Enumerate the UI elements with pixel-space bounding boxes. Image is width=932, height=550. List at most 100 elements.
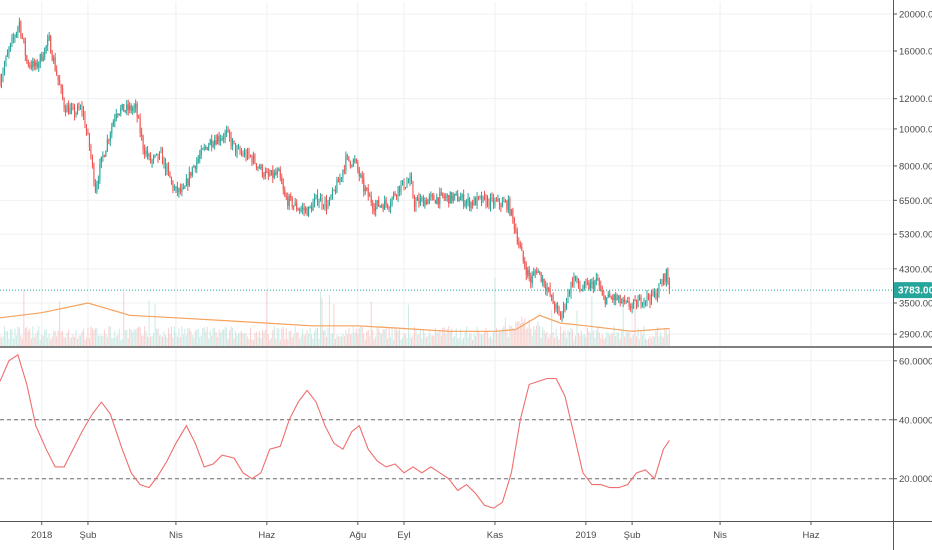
- volume-bar: [17, 326, 19, 346]
- candle-body: [36, 62, 38, 68]
- volume-bar: [607, 332, 609, 346]
- volume-bar: [665, 330, 667, 346]
- candle-body: [482, 195, 484, 203]
- candle-body: [239, 148, 241, 153]
- volume-bar: [136, 328, 138, 346]
- candle-body: [448, 195, 450, 204]
- volume-bar: [571, 329, 573, 346]
- candle-body: [30, 65, 32, 68]
- volume-bar: [510, 326, 512, 346]
- candle-body: [352, 159, 354, 166]
- volume-bar: [60, 331, 62, 346]
- candle-body: [179, 188, 181, 193]
- candle-body: [475, 197, 477, 206]
- candle-body: [357, 162, 359, 171]
- candle-body: [212, 145, 214, 147]
- volume-bar: [546, 331, 548, 346]
- candle-body: [12, 37, 14, 39]
- candle-body: [488, 198, 490, 207]
- volume-bar: [519, 323, 521, 346]
- candle-body: [577, 278, 579, 287]
- candle-body: [182, 188, 184, 190]
- candle-body: [331, 189, 333, 197]
- candle-body: [233, 140, 235, 144]
- candle-body: [196, 161, 198, 169]
- candle-body: [586, 282, 588, 284]
- volume-bar: [29, 328, 31, 346]
- candle-body: [406, 182, 408, 188]
- volume-bar: [111, 337, 113, 346]
- candle-body: [400, 184, 402, 193]
- volume-bar: [255, 331, 257, 346]
- time-tick-label: Şub: [80, 530, 97, 541]
- volume-bar: [422, 329, 424, 346]
- volume-bar: [416, 335, 418, 346]
- price-tick-label: 3500.00: [899, 298, 932, 309]
- candle-body: [554, 303, 556, 310]
- candle-body: [552, 295, 554, 304]
- volume-bar: [451, 328, 453, 346]
- candle-body: [334, 190, 336, 193]
- candle-body: [501, 201, 503, 207]
- candle-body: [164, 159, 167, 172]
- volume-bar: [214, 327, 216, 346]
- volume-bar: [68, 329, 70, 346]
- candle-body: [160, 150, 162, 153]
- candle-body: [616, 298, 618, 300]
- volume-bar: [205, 331, 207, 346]
- candle-body: [627, 301, 629, 303]
- volume-bar: [561, 333, 563, 346]
- volume-bar: [221, 330, 223, 346]
- candle-body: [6, 53, 8, 57]
- volume-bar: [601, 334, 603, 346]
- volume-bar: [212, 328, 214, 346]
- candle-body: [190, 172, 192, 176]
- volume-bar: [355, 328, 357, 346]
- volume-bar: [248, 338, 250, 346]
- volume-bar: [637, 327, 639, 346]
- volume-bar: [233, 338, 235, 346]
- volume-bar: [430, 334, 432, 346]
- candle-body: [452, 195, 454, 202]
- candle-body: [96, 184, 98, 192]
- candle-body: [373, 208, 375, 212]
- candle-body: [481, 196, 483, 203]
- candle-body: [287, 197, 289, 206]
- volume-bar: [413, 326, 415, 346]
- volume-bar: [236, 335, 238, 346]
- candle-body: [369, 195, 371, 197]
- candle-body: [103, 155, 105, 157]
- volume-bar: [507, 336, 509, 346]
- candle-body: [108, 139, 110, 141]
- volume-bar: [2, 336, 4, 346]
- volume-bar: [109, 326, 111, 346]
- candle-body: [631, 304, 633, 309]
- volume-bar: [530, 328, 532, 346]
- candle-body: [318, 201, 320, 204]
- candle-body: [659, 283, 661, 285]
- volume-bar: [85, 337, 87, 346]
- candle-body: [176, 186, 178, 193]
- volume-bar: [486, 330, 489, 346]
- candle-body: [167, 166, 169, 172]
- candle-body: [613, 294, 615, 300]
- volume-bar: [397, 330, 399, 346]
- volume-bar: [35, 333, 37, 346]
- volume-bar: [182, 334, 184, 346]
- volume-bar: [300, 335, 302, 346]
- candle-body: [336, 179, 338, 193]
- candle-body: [79, 106, 82, 109]
- candle-body: [573, 275, 575, 286]
- candle-body: [285, 195, 287, 198]
- candle-body: [421, 197, 423, 199]
- candle-body: [258, 166, 260, 169]
- volume-bar: [351, 333, 353, 346]
- candle-body: [272, 170, 274, 178]
- candle-body: [117, 114, 119, 116]
- volume-bar: [106, 336, 108, 346]
- candle-body: [478, 196, 480, 198]
- price-tick-label: 12000.00: [899, 94, 932, 105]
- volume-bar: [147, 336, 149, 346]
- volume-bar: [440, 336, 442, 346]
